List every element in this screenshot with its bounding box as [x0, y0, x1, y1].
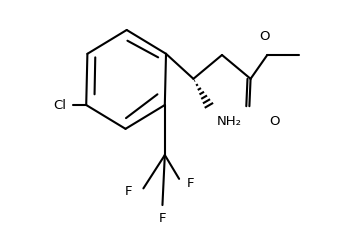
- Text: F: F: [186, 177, 194, 190]
- Text: Cl: Cl: [53, 99, 66, 112]
- Text: F: F: [125, 186, 132, 199]
- Text: NH₂: NH₂: [217, 114, 242, 127]
- Text: O: O: [260, 30, 270, 43]
- Text: O: O: [270, 114, 280, 127]
- Text: F: F: [159, 212, 166, 225]
